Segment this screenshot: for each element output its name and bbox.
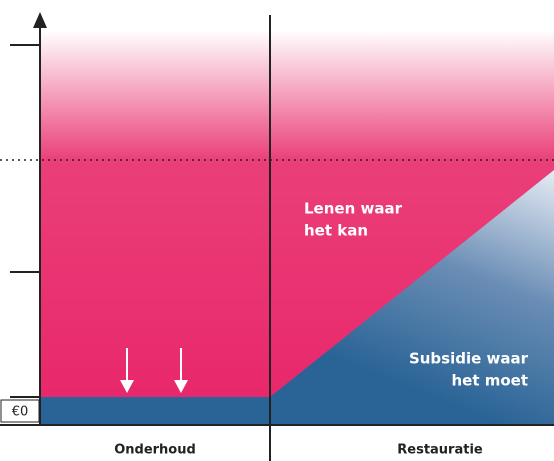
subsidy-area [270,170,554,425]
category-label: Onderhoud [114,443,196,458]
axis-arrow [33,12,47,28]
base-strip [40,397,270,425]
zero-box [0,399,40,423]
zero-label: €0 [12,405,29,420]
subsidy-label: Subsidie waar [409,350,529,368]
loan-label: Lenen waar [304,200,403,218]
subsidy-label: het moet [451,372,528,390]
category-label: Restauratie [397,443,483,458]
axes [0,15,554,461]
down-arrows [120,348,188,393]
loan-label: het kan [304,222,368,240]
